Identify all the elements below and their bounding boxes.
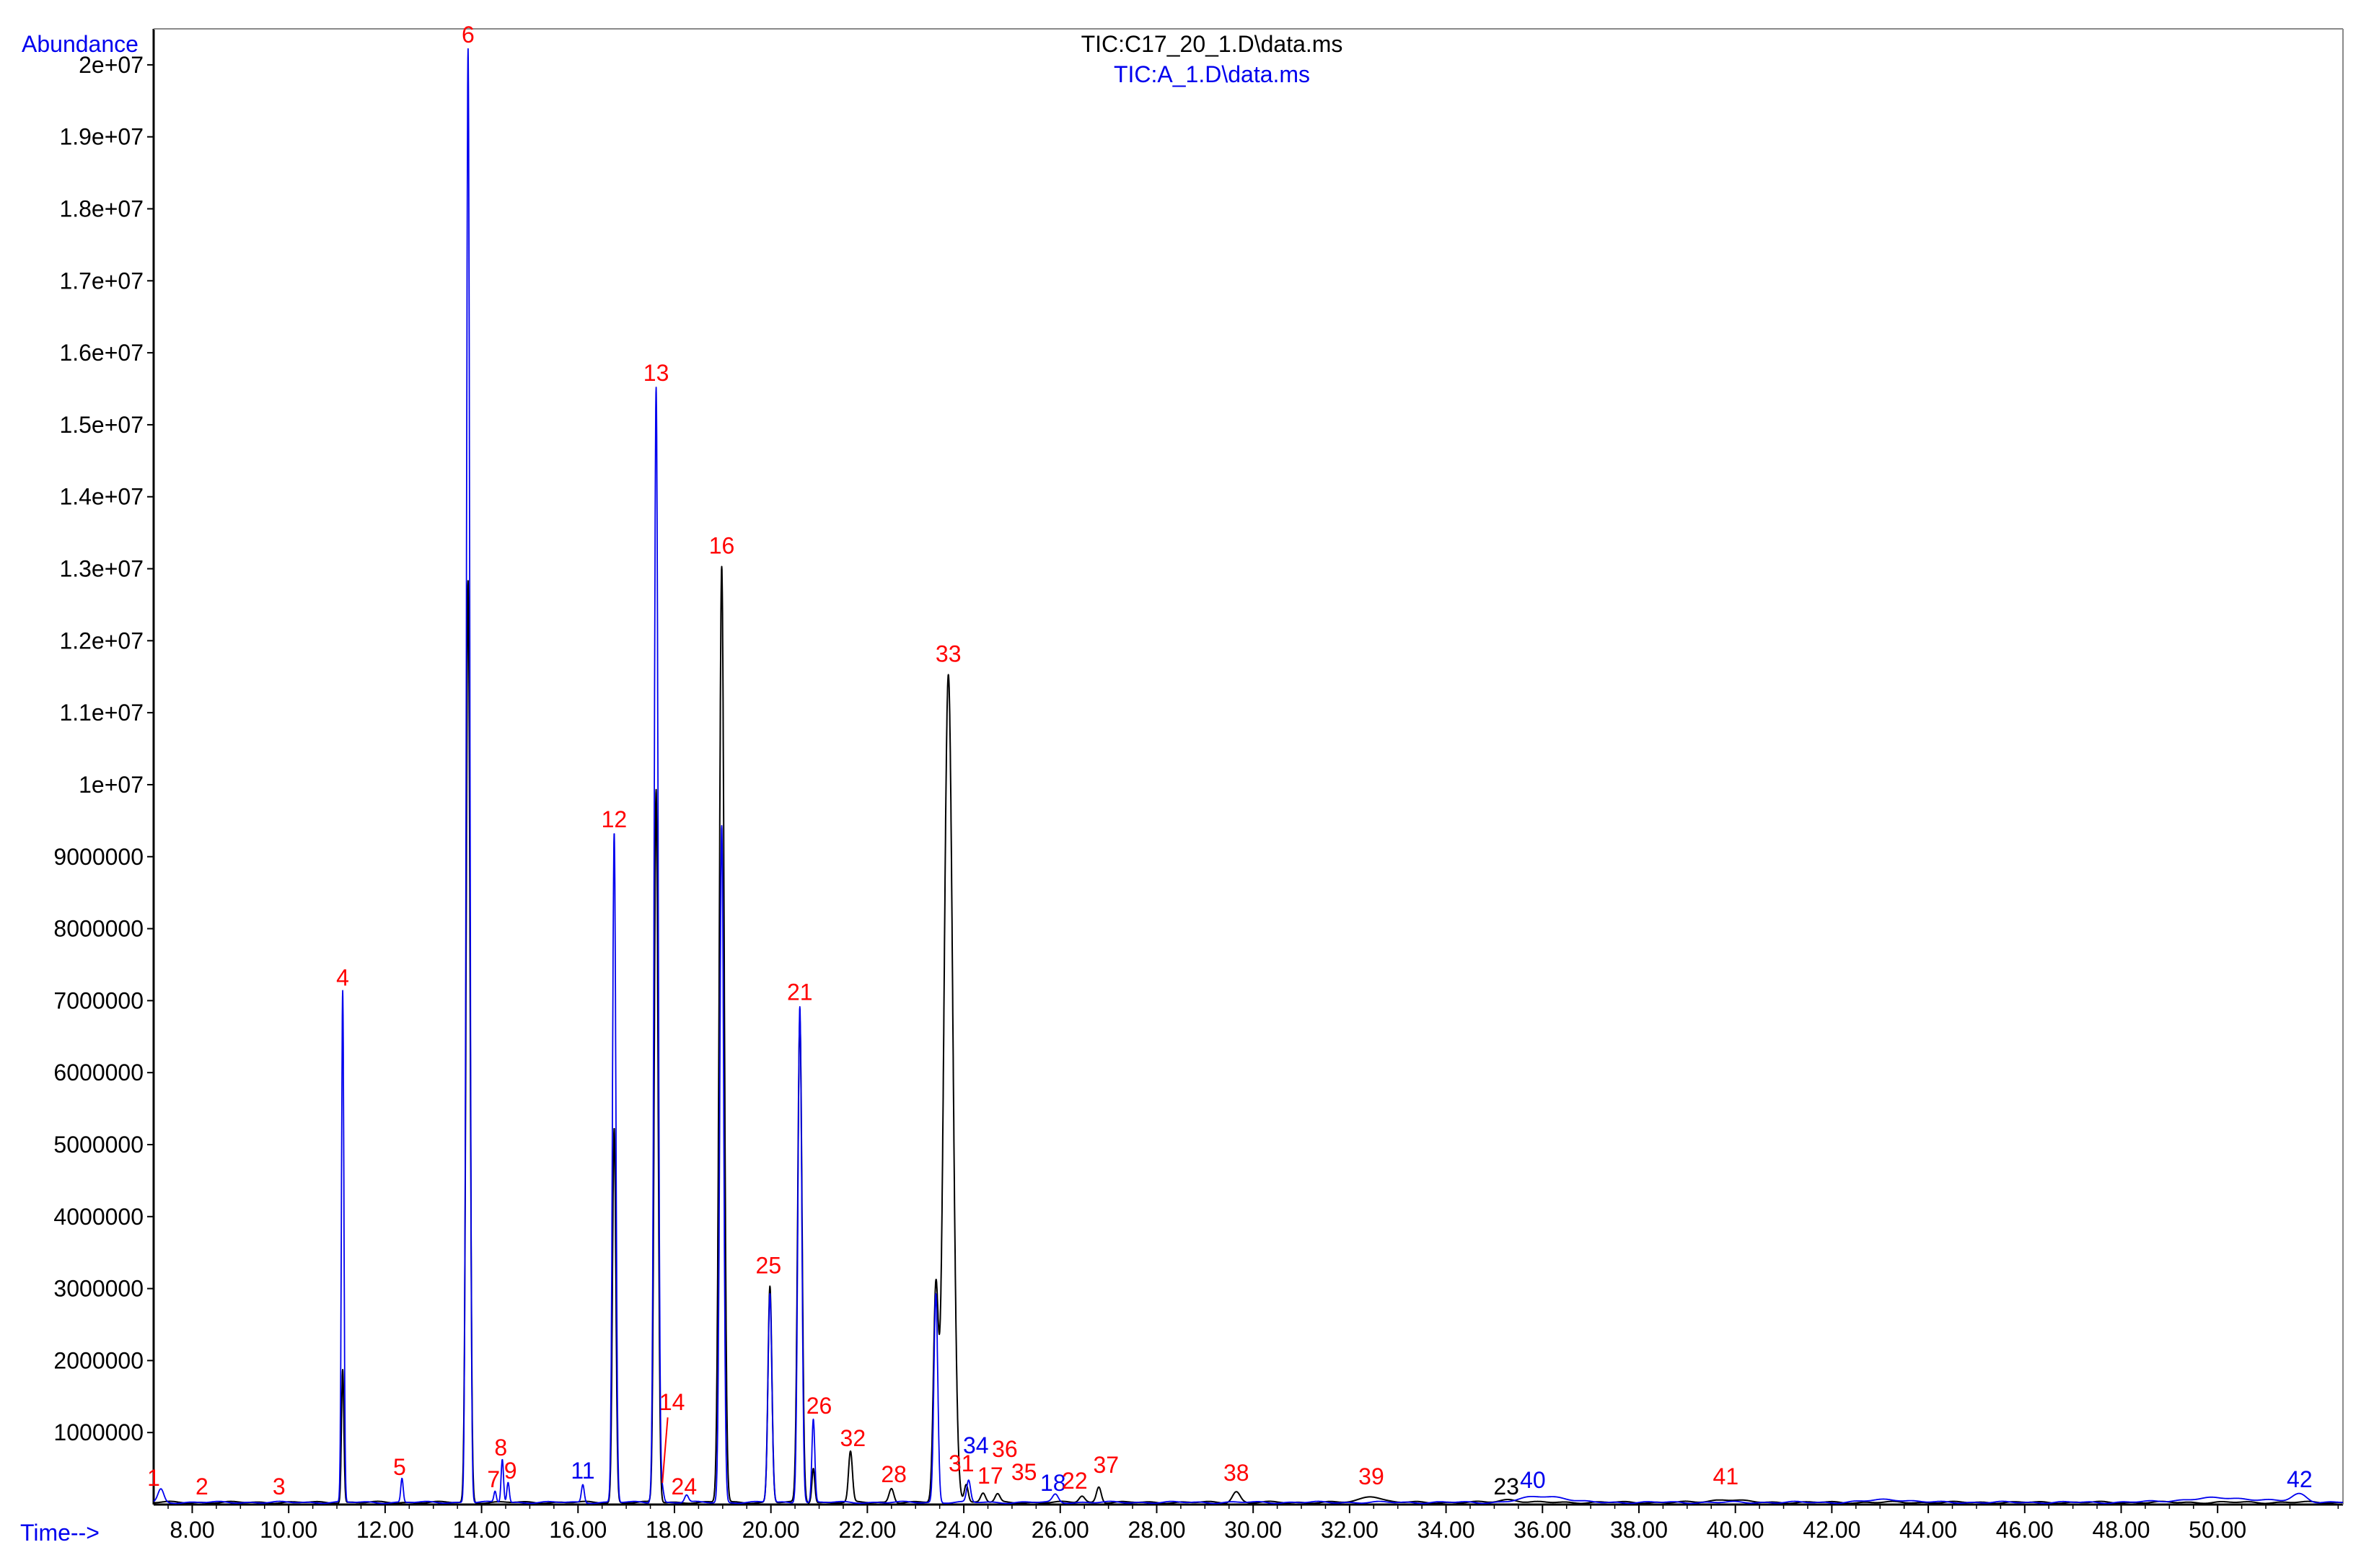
x-tick-label: 50.00: [2189, 1517, 2246, 1543]
x-tick-label: 46.00: [1996, 1517, 2054, 1543]
x-tick-label: 16.00: [549, 1517, 607, 1543]
peak-label-leader-14: [661, 1417, 669, 1484]
y-tick-label: 1.7e+07: [59, 268, 144, 294]
peak-label: 26: [806, 1393, 832, 1419]
peak-label: 17: [977, 1463, 1003, 1489]
y-tick-label: 1.1e+07: [59, 700, 144, 726]
y-tick-label: 1.8e+07: [59, 196, 144, 222]
x-tick-label: 18.00: [646, 1517, 703, 1543]
x-tick-label: 20.00: [742, 1517, 800, 1543]
x-tick-label: 42.00: [1803, 1517, 1860, 1543]
peak-label: 41: [1713, 1463, 1739, 1489]
y-tick-label: 2e+07: [79, 52, 144, 78]
peak-label: 32: [840, 1425, 866, 1451]
y-tick-label: 1000000: [53, 1419, 144, 1445]
peak-label: 1: [147, 1465, 160, 1491]
peak-label: 7: [487, 1466, 500, 1492]
peak-label: 4: [336, 964, 349, 990]
series-line-a1-blue: [153, 48, 2344, 1505]
x-tick-label: 8.00: [170, 1517, 214, 1543]
peak-label: 11: [571, 1458, 594, 1484]
peak-label: 37: [1093, 1452, 1119, 1478]
series-layer: [153, 48, 2344, 1505]
peak-label: 39: [1358, 1463, 1384, 1489]
x-tick-label: 14.00: [453, 1517, 511, 1543]
y-axis-ticks: 1000000 2000000 3000000 4000000 5000000 60000…: [53, 52, 154, 1445]
peak-label: 12: [602, 806, 628, 832]
y-tick-label: 4000000: [53, 1204, 144, 1230]
peak-label: 9: [504, 1458, 517, 1484]
peak-label: 25: [756, 1253, 782, 1279]
peak-label: 33: [936, 640, 962, 666]
x-tick-label: 10.00: [260, 1517, 317, 1543]
x-tick-label: 22.00: [838, 1517, 896, 1543]
peak-label: 14: [659, 1389, 685, 1415]
peak-label: 34: [963, 1432, 989, 1458]
y-tick-label: 1e+07: [79, 772, 144, 798]
peak-label: 8: [494, 1435, 507, 1461]
peak-label: 2: [195, 1474, 208, 1499]
peak-label: 24: [672, 1474, 698, 1499]
x-tick-label: 40.00: [1707, 1517, 1764, 1543]
peak-label: 35: [1011, 1459, 1037, 1485]
x-axis-label: Time-->: [20, 1520, 100, 1546]
y-tick-label: 1.4e+07: [59, 484, 144, 510]
peak-label: 16: [709, 533, 735, 559]
y-tick-label: 1.5e+07: [59, 412, 144, 438]
x-tick-label: 34.00: [1417, 1517, 1475, 1543]
y-tick-label: 9000000: [53, 844, 144, 870]
x-tick-label: 28.00: [1127, 1517, 1185, 1543]
x-tick-label: 30.00: [1224, 1517, 1282, 1543]
x-tick-label: 36.00: [1513, 1517, 1571, 1543]
y-tick-label: 1.2e+07: [59, 627, 144, 653]
x-tick-label: 48.00: [2092, 1517, 2150, 1543]
peak-label: 13: [643, 360, 669, 386]
peak-label: 5: [393, 1454, 406, 1480]
peak-label: 22: [1062, 1468, 1088, 1494]
peak-label: 38: [1223, 1460, 1249, 1486]
y-tick-label: 6000000: [53, 1060, 144, 1085]
legend-entry-blue: TIC:A_1.D\data.ms: [1114, 61, 1310, 87]
peak-label: 18: [1040, 1470, 1066, 1496]
x-tick-label: 24.00: [935, 1517, 993, 1543]
y-axis-label: Abundance: [22, 31, 139, 57]
peak-label: 40: [1520, 1467, 1546, 1493]
x-tick-label: 38.00: [1610, 1517, 1668, 1543]
plot-frame: [152, 28, 2344, 1506]
peak-label: 21: [787, 979, 813, 1005]
x-axis-ticks: 8.00 10.00 12.00 14.00 16.00 18.00 20.00 22.00 2…: [167, 1505, 2339, 1543]
peak-label: 31: [949, 1450, 975, 1476]
peak-label: 3: [273, 1474, 286, 1499]
peak-label: 6: [462, 22, 475, 48]
y-tick-label: 1.9e+07: [59, 124, 144, 150]
peak-label: 42: [2287, 1466, 2313, 1492]
legend-entry-black: TIC:C17_20_1.D\data.ms: [1081, 31, 1343, 57]
peak-label: 28: [881, 1461, 907, 1487]
x-tick-label: 26.00: [1032, 1517, 1089, 1543]
y-tick-label: 8000000: [53, 916, 144, 942]
peak-label: 23: [1493, 1474, 1519, 1499]
y-tick-label: 7000000: [53, 987, 144, 1013]
y-tick-label: 5000000: [53, 1132, 144, 1158]
x-tick-label: 12.00: [356, 1517, 414, 1543]
x-tick-label: 32.00: [1321, 1517, 1379, 1543]
y-tick-label: 1.6e+07: [59, 340, 144, 366]
y-tick-label: 3000000: [53, 1276, 144, 1302]
peak-label: 36: [992, 1436, 1018, 1462]
y-tick-label: 1.3e+07: [59, 556, 144, 582]
y-tick-label: 2000000: [53, 1347, 144, 1373]
x-tick-label: 44.00: [1899, 1517, 1957, 1543]
